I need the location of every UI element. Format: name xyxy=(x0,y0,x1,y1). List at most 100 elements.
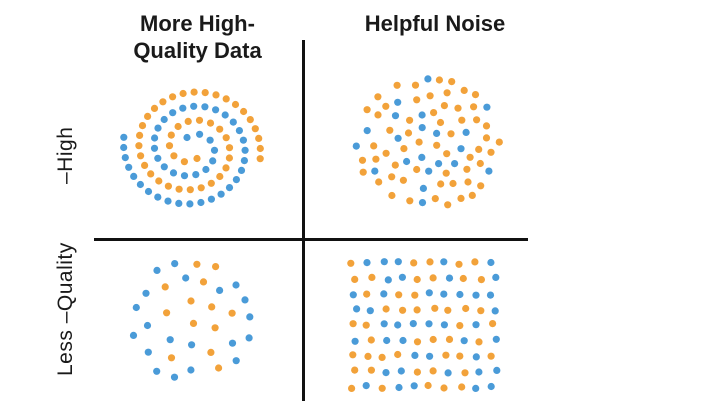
spiral-dot xyxy=(192,171,200,179)
sparse-dot xyxy=(193,260,201,268)
noise-dot xyxy=(443,89,451,97)
grid-dot xyxy=(394,258,402,266)
grid-dot xyxy=(380,290,388,298)
spiral-dot xyxy=(235,127,243,135)
grid-dot xyxy=(425,320,433,328)
noise-dot xyxy=(359,168,367,176)
noise-dot xyxy=(425,167,433,175)
grid-dot xyxy=(477,307,485,315)
grid-dot xyxy=(487,352,495,360)
title-helpful-noise: Helpful Noise xyxy=(364,11,506,36)
spiral-dot xyxy=(222,164,230,172)
spiral-dot xyxy=(239,136,247,144)
spiral-dot xyxy=(169,169,178,177)
spiral-dot xyxy=(150,104,159,112)
grid-dot xyxy=(477,276,485,284)
noise-dot xyxy=(477,182,485,190)
noise-dot xyxy=(447,130,455,138)
noise-dot xyxy=(464,178,472,186)
sparse-dot xyxy=(232,357,240,365)
noise-dot xyxy=(388,191,396,200)
spiral-dot xyxy=(121,154,129,162)
spiral-dot xyxy=(225,184,234,192)
grid-dot xyxy=(413,338,422,346)
noise-dot xyxy=(430,109,438,117)
noise-dot xyxy=(473,116,481,124)
spiral-dot xyxy=(147,170,155,178)
grid-dot xyxy=(458,383,466,391)
sparse-dot xyxy=(216,286,224,294)
grid-dot xyxy=(445,274,454,282)
spiral-dot xyxy=(130,172,138,180)
spiral-dot xyxy=(154,124,162,132)
grid-dot xyxy=(491,307,499,315)
spiral-dot xyxy=(256,155,264,163)
noise-dot xyxy=(426,92,434,100)
noise-dot xyxy=(370,142,378,150)
spiral-dot xyxy=(150,144,159,152)
spiral-dot xyxy=(225,144,234,152)
grid-dot xyxy=(486,291,495,299)
noise-dot xyxy=(363,106,371,114)
spiral-dot xyxy=(207,179,215,187)
grid-dot xyxy=(380,258,388,266)
sparse-dot xyxy=(245,334,253,342)
sparse-dot xyxy=(187,366,195,374)
spiral-dot xyxy=(251,125,259,133)
spiral-dot xyxy=(190,88,198,96)
spiral-dot xyxy=(210,146,219,154)
spiral-dot xyxy=(212,91,220,99)
grid-dot xyxy=(364,352,372,360)
sparse-dot xyxy=(207,348,215,356)
spiral-dot xyxy=(232,176,240,184)
noise-dot xyxy=(433,129,441,137)
spiral-dot xyxy=(144,187,153,196)
grid-dot xyxy=(461,369,469,377)
grid-dot xyxy=(440,384,448,392)
grid-dot xyxy=(384,276,392,284)
noise-dot xyxy=(358,156,367,164)
sparse-dot xyxy=(167,354,176,362)
noise-dot xyxy=(391,161,399,169)
spiral-dot xyxy=(180,172,189,180)
noise-dot xyxy=(482,134,491,142)
spiral-dot xyxy=(137,152,145,160)
noise-dot xyxy=(418,199,427,207)
noise-dot xyxy=(457,145,465,153)
spiral-dot xyxy=(180,158,188,166)
noise-dot xyxy=(470,103,478,111)
grid-dot xyxy=(456,290,464,299)
spiral-dot xyxy=(184,117,192,125)
spiral-dot xyxy=(136,180,144,189)
grid-dot xyxy=(394,321,402,329)
grid-dot xyxy=(397,367,405,375)
noise-dot xyxy=(411,81,420,89)
grid-dot xyxy=(431,304,439,312)
grid-dot xyxy=(411,351,419,359)
noise-dot xyxy=(462,128,470,136)
sparse-dot xyxy=(153,367,161,375)
noise-dot xyxy=(375,178,383,186)
spiral-dot xyxy=(170,152,178,160)
sparse-dot xyxy=(170,373,179,381)
noise-dot xyxy=(483,103,491,111)
spiral-dot xyxy=(237,166,246,174)
noise-dot xyxy=(418,111,426,119)
sparse-dot xyxy=(129,331,138,339)
grid-dot xyxy=(363,290,371,298)
spiral-dot xyxy=(154,193,162,201)
spiral-dot xyxy=(246,116,254,124)
grid-dot xyxy=(349,320,357,328)
grid-dot xyxy=(472,353,480,361)
noise-dot xyxy=(454,104,462,112)
noise-dot xyxy=(418,124,426,132)
grid-dot xyxy=(487,382,495,391)
spiral-dot xyxy=(193,154,201,163)
sparse-dot xyxy=(187,297,195,305)
sparse-dot xyxy=(228,339,237,347)
spiral-dot xyxy=(183,133,191,142)
spiral-dot xyxy=(175,185,183,193)
noise-dot xyxy=(458,116,466,124)
grid-dot xyxy=(367,366,375,374)
spiral-dot xyxy=(141,161,149,169)
